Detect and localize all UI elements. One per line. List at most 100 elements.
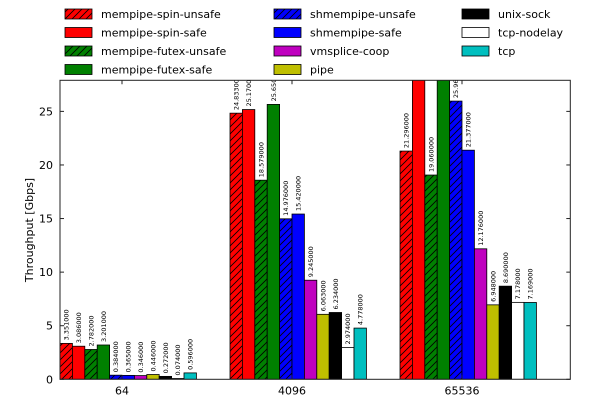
bar-pipe-65536 <box>486 304 500 380</box>
bar-pipe-64 <box>146 374 160 380</box>
y-tick-label: 10 <box>39 266 53 279</box>
bar-tcp-4096 <box>353 327 367 380</box>
bar-value-label: 14.976000 <box>282 181 290 216</box>
bar-value-label: 0.074000 <box>174 344 182 375</box>
legend-swatch <box>461 27 490 38</box>
legend-item-unix-sock: unix-sock <box>461 8 551 21</box>
legend-item-shmempipe-unsafe: shmempipe-unsafe <box>273 8 416 21</box>
bar-value-label: 0.446000 <box>149 341 157 372</box>
bar-value-label: 25.960000 <box>452 63 460 98</box>
legend-label: vmsplice-coop <box>310 45 389 58</box>
bar-value-label: 4.778000 <box>357 294 365 325</box>
legend-label: shmempipe-unsafe <box>310 8 416 21</box>
bar-value-label: 7.169000 <box>527 268 535 299</box>
axes: 64 4096 65536 0 5 10 15 20 25 <box>39 80 571 397</box>
bar-value-label: 0.365000 <box>125 341 133 372</box>
bar-value-labels: 3.351000 3.086000 2.782000 3.201000 0.384000… <box>63 63 535 375</box>
bar-hatch-mempipe-spin-unsafe-65536 <box>400 151 413 380</box>
y-tick-label: 25 <box>39 105 53 118</box>
bar-value-label: 8.690000 <box>502 252 510 283</box>
bar-value-label: 3.201000 <box>100 311 108 342</box>
bar-value-label: 3.351000 <box>63 309 71 340</box>
bar-unix-sock-65536 <box>498 285 513 380</box>
bar-value-label: 21.296000 <box>403 113 411 148</box>
bar-value-label: 7.178000 <box>514 268 522 299</box>
bar-mempipe-spin-safe-64 <box>72 345 86 380</box>
bar-tcp-nodelay-65536 <box>511 301 525 380</box>
bar-value-label: 0.346000 <box>137 342 145 373</box>
bar-tcp-64 <box>183 372 197 380</box>
bar-mempipe-spin-safe-4096 <box>241 109 256 380</box>
bar-value-label: 19.060000 <box>427 137 435 172</box>
bar-value-label: 15.420000 <box>295 176 303 211</box>
bars <box>60 80 537 380</box>
bar-vmsplice-coop-64 <box>133 375 148 380</box>
legend-item-pipe: pipe <box>273 64 334 77</box>
bar-value-label: 24.833000 <box>233 75 241 110</box>
x-tick-label: 64 <box>115 384 129 397</box>
legend-label: mempipe-futex-unsafe <box>101 45 226 58</box>
bar-hatch-mempipe-spin-unsafe-64 <box>60 343 73 380</box>
bar-value-label: 25.650000 <box>270 66 278 101</box>
legend-label: tcp <box>498 45 515 58</box>
legend-item-mempipe-futex-unsafe: mempipe-futex-unsafe <box>64 45 226 58</box>
bar-mempipe-futex-safe-4096 <box>266 104 281 380</box>
bar-pipe-4096 <box>316 313 330 380</box>
bar-vmsplice-coop-65536 <box>473 248 488 380</box>
bar-value-label: 6.948000 <box>489 271 497 302</box>
y-tick-label: 20 <box>39 159 53 172</box>
bar-hatch-mempipe-futex-unsafe-4096 <box>254 180 268 380</box>
legend-label: mempipe-futex-safe <box>101 64 213 77</box>
x-tick-label: 65536 <box>445 384 480 397</box>
legend-item-vmsplice-coop: vmsplice-coop <box>273 45 389 58</box>
legend-label: tcp-nodelay <box>498 27 564 40</box>
legend-swatch-hatch <box>65 9 92 19</box>
legend-item-mempipe-spin-safe: mempipe-spin-safe <box>64 27 207 40</box>
legend-item-tcp: tcp <box>461 45 515 58</box>
bar-hatch-shmempipe-unsafe-64 <box>109 375 122 380</box>
y-tick-label: 5 <box>46 320 53 333</box>
x-tick-label: 4096 <box>278 384 306 397</box>
bar-value-label: 0.272000 <box>162 342 170 373</box>
legend-item-tcp-nodelay: tcp-nodelay <box>461 27 564 40</box>
bar-value-label: 9.245000 <box>307 246 315 277</box>
bar-mempipe-futex-safe-65536 <box>436 80 451 380</box>
bar-shmempipe-safe-64 <box>121 374 135 380</box>
legend-swatch <box>273 64 302 75</box>
legend-swatch <box>461 8 490 20</box>
bar-shmempipe-safe-4096 <box>291 213 305 380</box>
bar-mempipe-spin-safe-65536 <box>411 80 426 380</box>
bar-hatch-mempipe-futex-unsafe-64 <box>84 349 98 380</box>
legend: mempipe-spin-unsafe mempipe-spin-safe memp… <box>64 8 564 77</box>
legend-swatch <box>461 45 490 57</box>
bar-mempipe-futex-safe-64 <box>96 344 110 380</box>
bar-hatch-shmempipe-unsafe-4096 <box>279 218 292 380</box>
bar-value-label: 21.377000 <box>465 112 473 147</box>
bar-value-label: 0.596000 <box>187 339 195 370</box>
bar-value-label: 0.384000 <box>112 341 120 372</box>
legend-swatch-hatch <box>65 46 92 56</box>
bar-value-label: 3.086000 <box>75 312 83 343</box>
bar-value-label: 6.063000 <box>319 280 327 311</box>
legend-label: pipe <box>310 64 334 77</box>
legend-swatch <box>273 45 302 57</box>
legend-label: shmempipe-safe <box>310 27 402 40</box>
legend-label: unix-sock <box>498 8 551 21</box>
bar-hatch-mempipe-futex-unsafe-65536 <box>424 175 438 380</box>
legend-item-mempipe-spin-unsafe: mempipe-spin-unsafe <box>64 8 221 21</box>
legend-swatch <box>64 64 93 75</box>
bar-tcp-nodelay-4096 <box>341 347 355 380</box>
y-axis-label: Throughput [Gbps] <box>23 178 36 283</box>
y-tick-label: 15 <box>39 213 53 226</box>
bar-value-label: 2.782000 <box>87 315 95 346</box>
y-tick-label: 0 <box>46 373 53 386</box>
legend-item-mempipe-futex-safe: mempipe-futex-safe <box>64 64 213 77</box>
bar-hatch-mempipe-spin-unsafe-4096 <box>230 113 243 380</box>
bar-value-label: 12.176000 <box>477 211 485 246</box>
bar-value-label: 2.974000 <box>344 313 352 344</box>
legend-label: mempipe-spin-safe <box>101 27 207 40</box>
plot-frame <box>59 79 571 380</box>
bar-value-label: 6.234000 <box>332 278 340 309</box>
bar-tcp-65536 <box>523 302 537 380</box>
